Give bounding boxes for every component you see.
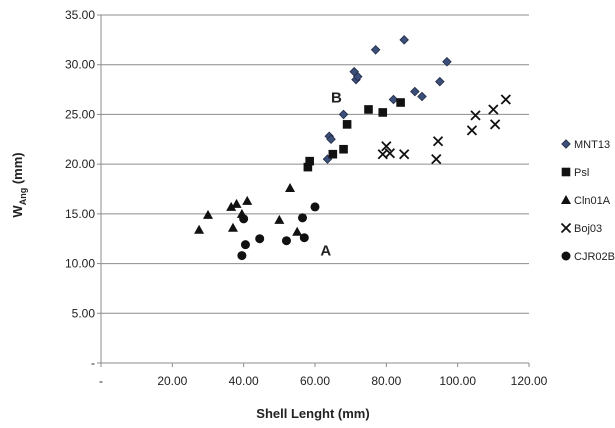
data-points bbox=[194, 35, 511, 261]
data-point bbox=[417, 91, 427, 102]
axes bbox=[97, 14, 530, 367]
data-point bbox=[227, 222, 238, 232]
y-axis-title-main: W bbox=[10, 205, 25, 218]
data-point bbox=[431, 154, 442, 165]
x-tick-label: 80.00 bbox=[371, 374, 401, 388]
y-axis-title-subscript: Ang bbox=[18, 188, 28, 206]
y-tick-label: 15.00 bbox=[65, 207, 95, 221]
data-point bbox=[305, 156, 314, 166]
annotation-label: B bbox=[331, 89, 342, 106]
series-boj03 bbox=[377, 94, 511, 165]
data-point bbox=[242, 195, 253, 205]
data-point bbox=[292, 226, 303, 236]
data-point bbox=[240, 240, 250, 250]
x-axis-title: Shell Lenght (mm) bbox=[256, 406, 369, 421]
data-point bbox=[339, 144, 348, 154]
y-tick-label: - bbox=[91, 356, 95, 370]
legend-item: CJR02B bbox=[561, 251, 615, 263]
x-tick-label: 20.00 bbox=[157, 374, 187, 388]
legend-label: Psl bbox=[574, 167, 589, 179]
data-point bbox=[399, 35, 409, 45]
data-point bbox=[299, 233, 309, 243]
data-point bbox=[399, 149, 410, 160]
data-point bbox=[500, 94, 511, 105]
data-point bbox=[255, 234, 265, 244]
data-point bbox=[194, 224, 205, 234]
data-point bbox=[239, 214, 249, 224]
series-psl bbox=[303, 98, 405, 172]
data-point bbox=[388, 94, 399, 105]
x-tick-label: 40.00 bbox=[229, 374, 259, 388]
data-point bbox=[432, 136, 444, 147]
data-point bbox=[378, 108, 388, 117]
legend-label: MNT13 bbox=[574, 139, 610, 151]
annotations: BA bbox=[320, 89, 342, 259]
data-point bbox=[489, 119, 501, 130]
legend-item: Psl bbox=[561, 167, 589, 179]
y-axis-title: WAng (mm) bbox=[10, 152, 28, 217]
data-point bbox=[410, 86, 420, 97]
legend-marker bbox=[561, 195, 571, 204]
legend-label: Cln01A bbox=[574, 195, 611, 207]
series-cjr02b bbox=[237, 202, 320, 261]
legend-item: Cln01A bbox=[561, 195, 611, 207]
data-point bbox=[310, 202, 320, 212]
data-point bbox=[364, 105, 373, 114]
data-point bbox=[353, 71, 363, 82]
annotation-label: A bbox=[320, 243, 331, 260]
data-point bbox=[396, 98, 405, 107]
data-point bbox=[303, 162, 313, 172]
data-point bbox=[384, 148, 396, 159]
data-point bbox=[298, 213, 308, 223]
data-point bbox=[237, 251, 247, 261]
series-cln01a bbox=[194, 183, 303, 236]
legend-marker bbox=[561, 167, 571, 177]
gridlines bbox=[101, 14, 529, 314]
data-point bbox=[442, 56, 452, 67]
y-tick-label: 5.00 bbox=[72, 306, 96, 320]
data-point bbox=[203, 209, 213, 219]
y-tick-label: 35.00 bbox=[65, 8, 95, 22]
legend-label: Boj03 bbox=[574, 223, 602, 235]
data-point bbox=[466, 125, 478, 136]
legend-item: Boj03 bbox=[560, 222, 602, 235]
data-point bbox=[274, 214, 285, 224]
data-point bbox=[281, 236, 291, 246]
data-point bbox=[226, 201, 237, 211]
data-point bbox=[338, 109, 349, 120]
data-point bbox=[231, 198, 242, 208]
y-tick-label: 25.00 bbox=[65, 107, 95, 121]
tick-labels: - 5.00 10.00 15.00 20.00 25.00 30.00 35.00 - 20.0… bbox=[65, 8, 548, 388]
data-point bbox=[328, 149, 338, 159]
x-tick-label: - bbox=[99, 374, 103, 388]
x-tick-label: 100.00 bbox=[439, 374, 476, 388]
data-point bbox=[326, 134, 336, 145]
x-tick-label: 60.00 bbox=[300, 374, 330, 388]
data-point bbox=[488, 104, 499, 115]
legend-marker bbox=[560, 222, 572, 234]
data-point bbox=[470, 110, 481, 121]
data-point bbox=[435, 76, 445, 87]
y-tick-label: 30.00 bbox=[65, 58, 95, 72]
legend-marker bbox=[561, 139, 571, 149]
series-mnt13 bbox=[322, 35, 452, 164]
y-tick-label: 20.00 bbox=[65, 157, 95, 171]
legend: MNT13 Psl Cln01A Boj03 CJR02B bbox=[560, 139, 615, 263]
data-point bbox=[285, 183, 296, 193]
data-point bbox=[370, 45, 381, 55]
legend-marker bbox=[561, 251, 571, 261]
data-point bbox=[342, 120, 352, 129]
y-tick-label: 10.00 bbox=[65, 257, 95, 271]
legend-label: CJR02B bbox=[574, 251, 615, 263]
x-tick-label: 120.00 bbox=[511, 374, 548, 388]
data-point bbox=[381, 141, 392, 152]
legend-item: MNT13 bbox=[561, 139, 610, 151]
y-axis-title-unit: (mm) bbox=[10, 152, 25, 187]
